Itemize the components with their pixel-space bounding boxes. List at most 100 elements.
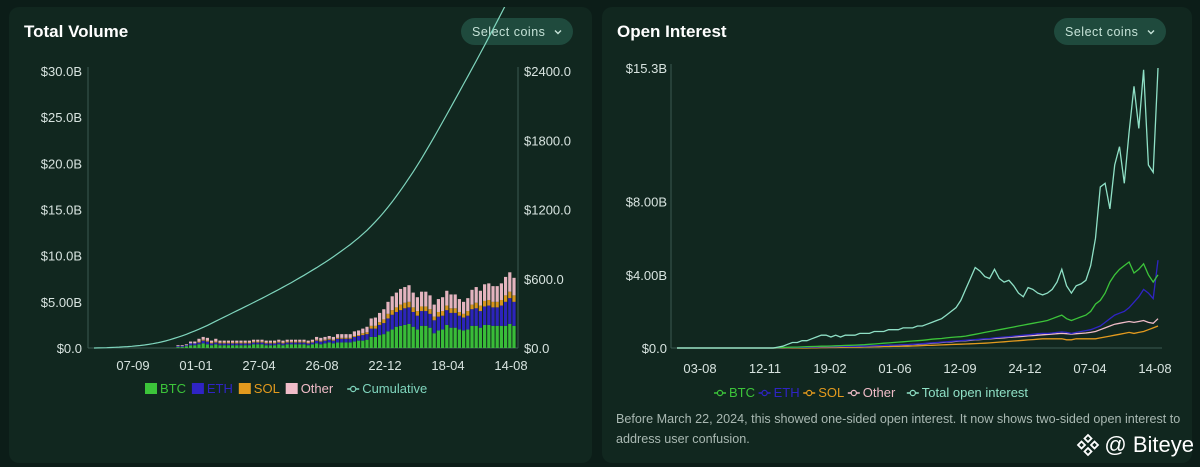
y-tick-label-right: $600.0 xyxy=(524,272,564,287)
bar-sol xyxy=(231,342,235,344)
bar-eth xyxy=(466,315,470,330)
bar-other xyxy=(457,299,461,312)
bar-btc xyxy=(483,324,487,348)
bar-sol xyxy=(470,304,474,310)
bar-other xyxy=(336,334,340,338)
bar-sol xyxy=(428,309,432,314)
bar-sol xyxy=(252,341,256,343)
bar-other xyxy=(264,340,268,343)
y-tick-label: $4.00B xyxy=(626,268,667,283)
bar-other xyxy=(449,294,453,309)
bar-sol xyxy=(462,313,466,318)
bar-sol xyxy=(407,301,411,308)
legend-item-btc: BTC xyxy=(714,385,755,400)
bar-eth xyxy=(235,343,239,346)
bar-eth xyxy=(260,342,264,345)
volume-select-coins-button[interactable]: Select coins xyxy=(461,18,574,45)
bar-eth xyxy=(369,328,373,337)
bar-eth xyxy=(285,342,289,345)
legend-item-other: Other xyxy=(285,381,334,396)
y-tick-label-left: $5.00B xyxy=(41,295,82,310)
series-line-total-open-interest xyxy=(677,67,1159,349)
bar-other xyxy=(378,312,382,323)
bar-btc xyxy=(495,325,499,348)
bar-sol xyxy=(420,306,424,312)
bar-sol xyxy=(289,341,293,343)
bar-sol xyxy=(445,305,449,311)
bar-other xyxy=(193,341,197,344)
bar-sol xyxy=(226,342,230,344)
bar-eth xyxy=(344,338,348,343)
bar-eth xyxy=(327,339,331,343)
bar-eth xyxy=(357,335,361,341)
bar-other xyxy=(214,338,218,342)
bar-eth xyxy=(424,311,428,326)
legend-label: Other xyxy=(863,385,896,400)
y-tick-label: $15.3B xyxy=(626,61,667,76)
bar-sol xyxy=(210,342,214,344)
legend-swatch-dot xyxy=(805,389,813,397)
bar-btc xyxy=(390,329,394,348)
legend-swatch-dot xyxy=(350,385,357,393)
bar-btc xyxy=(277,344,281,348)
bar-other xyxy=(415,297,419,312)
bar-sol xyxy=(378,322,382,325)
bar-btc xyxy=(331,343,335,348)
bar-eth xyxy=(201,340,205,344)
bar-sol xyxy=(277,341,281,343)
bar-sol xyxy=(201,339,205,341)
bar-other xyxy=(327,335,331,339)
bar-eth xyxy=(231,343,235,346)
bar-other xyxy=(445,290,449,306)
y-tick-label-right: $0.0 xyxy=(524,341,549,356)
bar-btc xyxy=(214,344,218,348)
y-tick-label: $0.0 xyxy=(642,341,667,356)
bar-sol xyxy=(457,311,461,316)
bar-sol xyxy=(508,291,512,299)
open-interest-title: Open Interest xyxy=(617,22,727,41)
bar-btc xyxy=(336,342,340,348)
chevron-down-icon xyxy=(554,29,562,34)
total-volume-panel: Total Volume Select coins $0.0 $5.00B $10.… xyxy=(9,7,592,463)
bar-eth xyxy=(474,308,478,326)
bar-other xyxy=(361,328,365,334)
bar-eth xyxy=(470,309,474,326)
bar-other xyxy=(508,272,512,292)
bar-sol xyxy=(453,308,457,313)
bar-other xyxy=(504,276,508,296)
bar-sol xyxy=(487,299,491,306)
bar-eth xyxy=(457,315,461,330)
bar-sol xyxy=(491,301,495,308)
bar-btc xyxy=(315,343,319,348)
watermark-text: @ Biteye xyxy=(1104,432,1194,457)
bar-eth xyxy=(268,343,272,346)
bar-sol xyxy=(474,302,478,309)
bar-other xyxy=(369,318,373,326)
y-tick-label-right: $1200.0 xyxy=(524,203,571,218)
bar-eth xyxy=(428,313,432,328)
legend-item-eth: ETH xyxy=(758,385,800,400)
open-interest-chart: $0.0 $4.00B $8.00B $15.3B 03-08 12-11 19-02 01-… xyxy=(626,61,1172,400)
bar-btc xyxy=(449,327,453,348)
bar-other xyxy=(310,339,314,342)
bar-sol xyxy=(386,313,390,319)
bar-eth xyxy=(323,340,327,344)
bar-btc xyxy=(260,344,264,348)
bar-eth xyxy=(336,338,340,343)
bar-other xyxy=(180,345,184,347)
bar-eth xyxy=(411,311,415,327)
bar-eth xyxy=(193,343,197,346)
legend-item-btc: BTC xyxy=(145,381,186,396)
bar-eth xyxy=(184,345,188,347)
bar-sol xyxy=(403,302,407,309)
bar-other xyxy=(420,291,424,307)
bar-eth xyxy=(256,342,260,345)
bar-btc xyxy=(235,345,239,348)
oi-select-coins-button[interactable]: Select coins xyxy=(1054,18,1167,45)
bar-btc xyxy=(344,342,348,348)
bar-eth xyxy=(210,343,214,346)
bar-other xyxy=(289,339,293,342)
bar-eth xyxy=(289,342,293,345)
bar-other xyxy=(411,292,415,308)
legend-item-eth: ETH xyxy=(191,381,233,396)
